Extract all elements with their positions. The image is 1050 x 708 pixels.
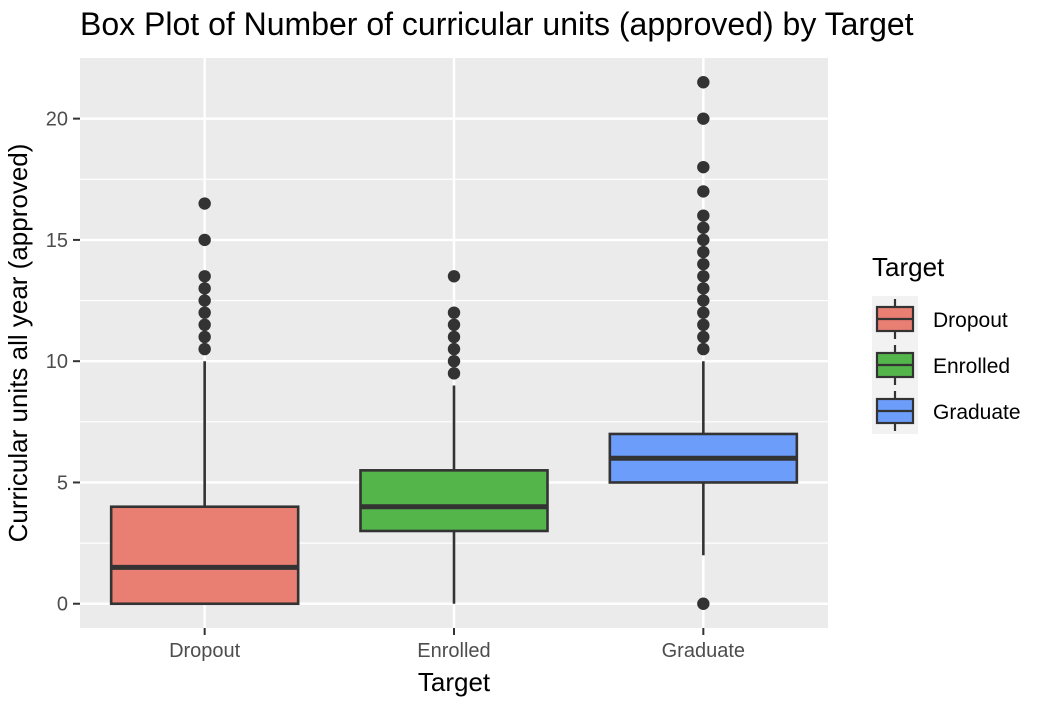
legend-label: Dropout (933, 309, 1008, 332)
y-tick-label: 5 (57, 472, 68, 494)
outlier-point (697, 160, 710, 174)
legend-item-graduate: Graduate (872, 388, 1021, 434)
box-dropout (109, 197, 300, 606)
y-tick-label: 10 (46, 351, 68, 373)
outlier-point (447, 330, 461, 344)
outlier-point (697, 294, 710, 307)
outlier-point (198, 342, 211, 356)
outlier-point (198, 294, 211, 307)
axes-layer: 0 5 10 15 20 Dropout Enrolled Graduate (46, 109, 745, 662)
legend-label: Graduate (933, 401, 1021, 424)
legend-item-dropout: Dropout (872, 296, 1008, 342)
legend: Target Dropout Enrolled Graduate (872, 252, 1021, 434)
outlier-point (198, 197, 211, 210)
legend-label: Enrolled (933, 355, 1010, 378)
x-tick-label: Dropout (169, 640, 241, 662)
y-tick-label: 20 (46, 109, 68, 131)
outlier-point (697, 597, 710, 610)
y-axis-title: Curricular units all year (approved) (3, 144, 33, 543)
iqr-box (109, 505, 300, 606)
outlier-point (447, 318, 461, 332)
chart-title: Box Plot of Number of curricular units (… (80, 6, 914, 42)
outlier-point (697, 257, 710, 271)
y-tick-label: 0 (57, 594, 68, 616)
outlier-point (697, 306, 710, 319)
outlier-point (697, 112, 710, 125)
outlier-point (447, 306, 461, 319)
box-enrolled (359, 270, 549, 604)
legend-item-enrolled: Enrolled (872, 342, 1010, 388)
boxes-layer (109, 76, 799, 610)
outlier-point (198, 330, 211, 344)
iqr-box (359, 469, 549, 533)
x-axis-title: Target (418, 667, 491, 697)
outlier-point (447, 342, 461, 356)
outlier-point (198, 306, 211, 319)
outlier-point (447, 367, 461, 380)
outlier-point (447, 270, 461, 283)
box-graduate (608, 76, 799, 610)
x-tick-label: Enrolled (417, 640, 490, 662)
outlier-point (697, 76, 710, 89)
outlier-point (697, 185, 710, 198)
outlier-point (697, 209, 710, 222)
outlier-point (198, 318, 211, 332)
outlier-point (697, 233, 710, 247)
outlier-point (697, 330, 710, 344)
outlier-point (198, 282, 211, 295)
x-tick-label: Graduate (662, 640, 745, 662)
outlier-point (697, 318, 710, 332)
outlier-point (697, 342, 710, 356)
legend-title: Target (872, 252, 945, 282)
outlier-point (198, 270, 211, 283)
outlier-point (697, 282, 710, 295)
y-tick-label: 15 (46, 230, 68, 252)
outlier-point (697, 221, 710, 234)
outlier-point (198, 233, 211, 247)
outlier-point (697, 270, 710, 283)
outlier-point (447, 354, 461, 368)
outlier-point (697, 245, 710, 259)
